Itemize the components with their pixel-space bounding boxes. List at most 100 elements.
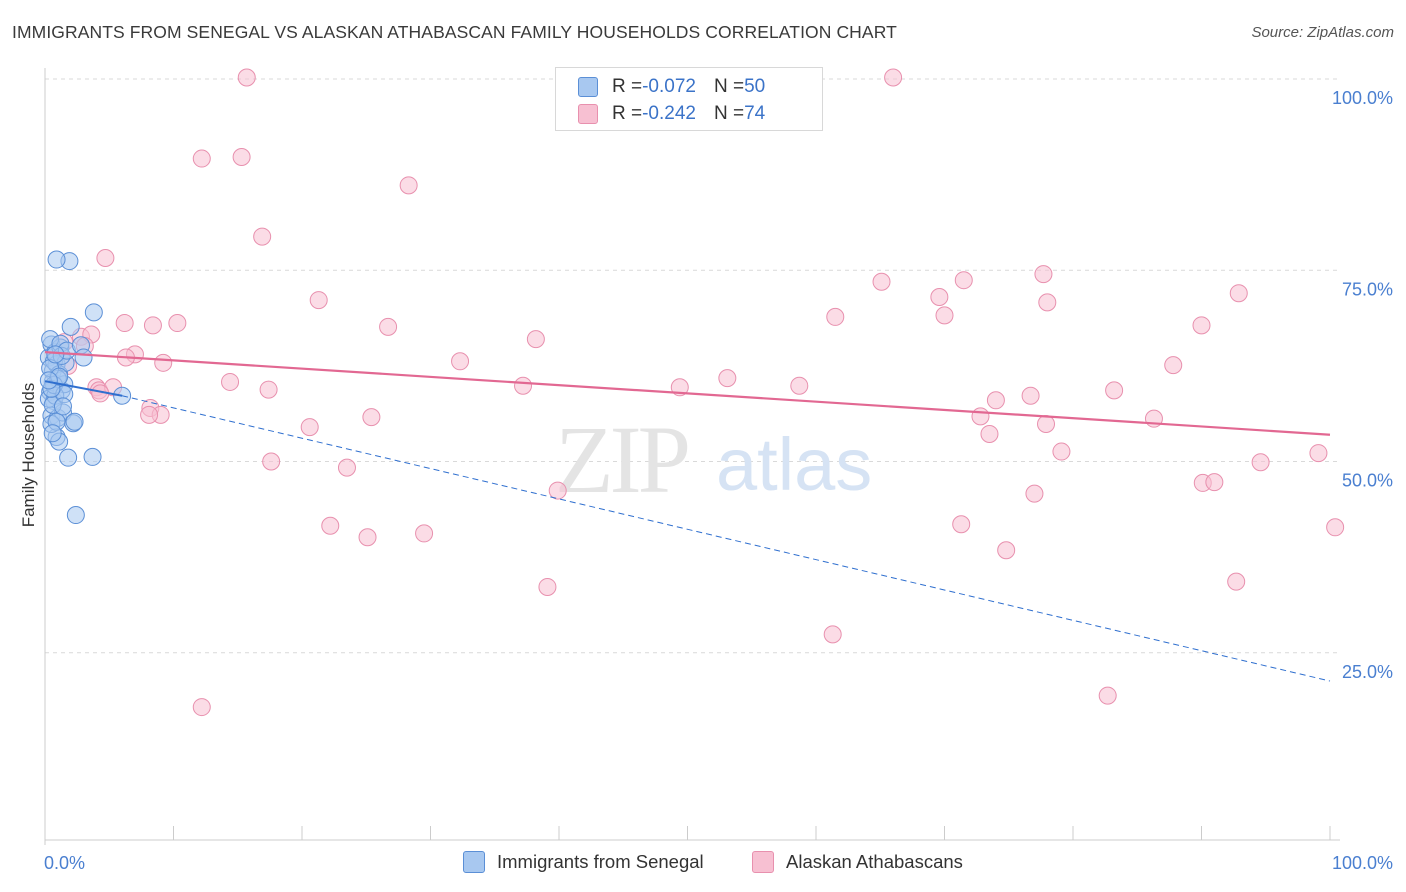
athabascan-point bbox=[952, 515, 971, 534]
axis-labels: 25.0% 50.0% 75.0% 100.0% 0.0% 100.0% bbox=[44, 88, 1393, 873]
legend-n-value-1: 50 bbox=[744, 76, 766, 97]
athabascan-point bbox=[1251, 453, 1270, 472]
senegal-point bbox=[47, 250, 66, 269]
athabascan-point bbox=[954, 271, 973, 290]
legend-swatch-senegal bbox=[578, 77, 598, 97]
athabascan-point bbox=[1205, 473, 1224, 492]
legend-row-senegal: R = -0.072 N = 50 bbox=[578, 74, 765, 100]
athabascan-point bbox=[96, 249, 115, 268]
athabascan-point bbox=[451, 352, 470, 371]
senegal-point bbox=[59, 448, 78, 467]
athabascan-point bbox=[514, 376, 533, 395]
athabascan-point bbox=[971, 407, 990, 426]
athabascan-point bbox=[300, 418, 319, 437]
bottom-legend-senegal[interactable]: Immigrants from Senegal bbox=[463, 851, 704, 873]
athabascan-point bbox=[262, 452, 281, 471]
athabascan-point bbox=[884, 68, 903, 87]
athabascan-point bbox=[935, 306, 954, 325]
trend-line-senegal bbox=[44, 380, 123, 397]
senegal-point bbox=[65, 412, 84, 431]
athabascan-point bbox=[337, 458, 356, 477]
y-axis-title: Family Households bbox=[19, 383, 38, 528]
y-tick-label-25: 25.0% bbox=[1342, 662, 1393, 682]
athabascan-point bbox=[872, 272, 891, 291]
athabascan-point bbox=[115, 314, 134, 333]
legend-n-label-2: N = bbox=[713, 103, 745, 124]
senegal-point bbox=[53, 397, 72, 416]
axes bbox=[44, 68, 1340, 845]
legend: R = -0.072 N = 50 R = -0.242 N = 74 bbox=[555, 67, 823, 131]
athabascan-point bbox=[1037, 415, 1056, 434]
athabascan-point bbox=[379, 317, 398, 336]
senegal-point bbox=[39, 371, 58, 390]
trend-lines bbox=[44, 351, 1331, 682]
y-tick-label-50: 50.0% bbox=[1342, 471, 1393, 491]
athabascan-point bbox=[192, 698, 211, 717]
bottom-legend-swatch-senegal bbox=[463, 851, 485, 873]
bottom-legend-label-senegal: Immigrants from Senegal bbox=[497, 851, 704, 872]
athabascan-point bbox=[986, 391, 1005, 410]
senegal-point bbox=[66, 506, 85, 525]
athabascan-point bbox=[1227, 572, 1246, 591]
chart-title: IMMIGRANTS FROM SENEGAL VS ALASKAN ATHAB… bbox=[12, 22, 897, 42]
bottom-legend-swatch-athabascan bbox=[752, 851, 774, 873]
athabascan-point bbox=[321, 516, 340, 535]
athabascan-point bbox=[538, 577, 557, 596]
x-tick-label-max: 100.0% bbox=[1332, 853, 1393, 873]
athabascan-point bbox=[399, 176, 418, 195]
athabascan-point bbox=[1105, 381, 1124, 400]
athabascan-point bbox=[253, 227, 272, 246]
trend-line-athabascan bbox=[44, 351, 1331, 436]
legend-swatch-athabascan bbox=[578, 104, 598, 124]
source-label: Source: ZipAtlas.com bbox=[1251, 24, 1394, 41]
bottom-legend: Immigrants from Senegal Alaskan Athabasc… bbox=[0, 851, 1406, 877]
senegal-point bbox=[61, 317, 80, 336]
series-alaskan-athabascans-points bbox=[55, 68, 1345, 717]
athabascan-point bbox=[140, 405, 159, 424]
legend-r-label-1: R = bbox=[612, 76, 643, 97]
y-tick-label-75: 75.0% bbox=[1342, 279, 1393, 299]
y-tick-label-100: 100.0% bbox=[1332, 88, 1393, 108]
athabascan-point bbox=[154, 353, 173, 372]
athabascan-point bbox=[1038, 293, 1057, 312]
athabascan-point bbox=[930, 288, 949, 307]
athabascan-point bbox=[259, 380, 278, 399]
bottom-legend-athabascan[interactable]: Alaskan Athabascans bbox=[752, 851, 963, 873]
athabascan-point bbox=[1098, 686, 1117, 705]
athabascan-point bbox=[826, 307, 845, 326]
athabascan-point bbox=[1034, 265, 1053, 284]
legend-n-value-2: 74 bbox=[744, 103, 766, 124]
x-tick-label-min: 0.0% bbox=[44, 853, 85, 873]
legend-row-athabascan: R = -0.242 N = 74 bbox=[578, 101, 765, 127]
athabascan-point bbox=[309, 291, 328, 310]
legend-r-label-2: R = bbox=[612, 103, 643, 124]
athabascan-point bbox=[192, 149, 211, 168]
bottom-legend-label-athabascan: Alaskan Athabascans bbox=[786, 851, 963, 872]
senegal-point bbox=[74, 348, 93, 367]
athabascan-point bbox=[1229, 284, 1248, 303]
legend-r-value-2: -0.242 bbox=[642, 103, 696, 124]
senegal-point bbox=[84, 303, 103, 322]
athabascan-point bbox=[526, 330, 545, 349]
watermark-zip: ZIP bbox=[555, 406, 688, 513]
athabascan-point bbox=[1021, 386, 1040, 405]
legend-r-value-1: -0.072 bbox=[642, 76, 696, 97]
athabascan-point bbox=[1326, 518, 1345, 537]
athabascan-point bbox=[358, 528, 377, 547]
series-senegal-points bbox=[39, 250, 132, 525]
athabascan-point bbox=[221, 372, 240, 391]
athabascan-point bbox=[415, 524, 434, 543]
athabascan-point bbox=[980, 424, 999, 443]
athabascan-point bbox=[548, 481, 567, 500]
athabascan-point bbox=[168, 314, 187, 333]
athabascan-point bbox=[143, 316, 162, 335]
legend-n-label-1: N = bbox=[713, 76, 745, 97]
athabascan-point bbox=[1052, 442, 1071, 461]
senegal-point bbox=[83, 447, 102, 466]
athabascan-point bbox=[1192, 316, 1211, 335]
athabascan-point bbox=[997, 541, 1016, 560]
athabascan-point bbox=[1164, 356, 1183, 375]
athabascan-point bbox=[718, 369, 737, 388]
trend-line-senegal-dashed bbox=[121, 395, 1331, 682]
